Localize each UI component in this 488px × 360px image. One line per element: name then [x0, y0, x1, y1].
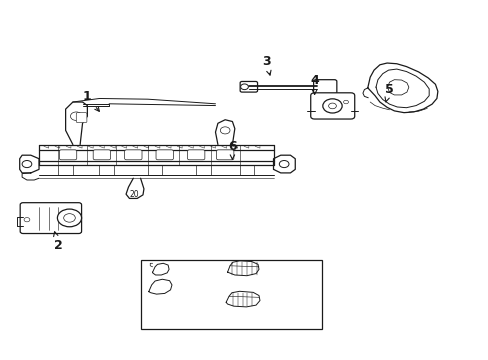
FancyBboxPatch shape: [310, 93, 354, 119]
Circle shape: [240, 84, 248, 90]
FancyBboxPatch shape: [240, 81, 257, 92]
FancyBboxPatch shape: [59, 150, 77, 160]
Text: 1: 1: [83, 90, 99, 111]
FancyBboxPatch shape: [156, 150, 173, 160]
Text: 5: 5: [384, 83, 393, 102]
Circle shape: [57, 209, 81, 227]
Circle shape: [70, 112, 82, 121]
Circle shape: [343, 100, 348, 104]
Text: 3: 3: [262, 55, 270, 75]
FancyBboxPatch shape: [313, 80, 336, 94]
Text: 6: 6: [227, 140, 236, 159]
Circle shape: [279, 161, 288, 168]
FancyBboxPatch shape: [124, 150, 142, 160]
Text: 20: 20: [130, 190, 139, 199]
Circle shape: [322, 99, 342, 113]
FancyBboxPatch shape: [20, 203, 81, 234]
FancyBboxPatch shape: [76, 113, 87, 123]
FancyBboxPatch shape: [187, 150, 204, 160]
Circle shape: [24, 217, 30, 222]
FancyBboxPatch shape: [93, 150, 110, 160]
Circle shape: [63, 214, 75, 222]
FancyBboxPatch shape: [216, 150, 233, 160]
Circle shape: [328, 103, 336, 109]
Circle shape: [220, 127, 229, 134]
Circle shape: [22, 161, 32, 168]
Text: 4: 4: [309, 74, 318, 94]
Text: 2: 2: [54, 232, 62, 252]
Bar: [140, 260, 321, 329]
